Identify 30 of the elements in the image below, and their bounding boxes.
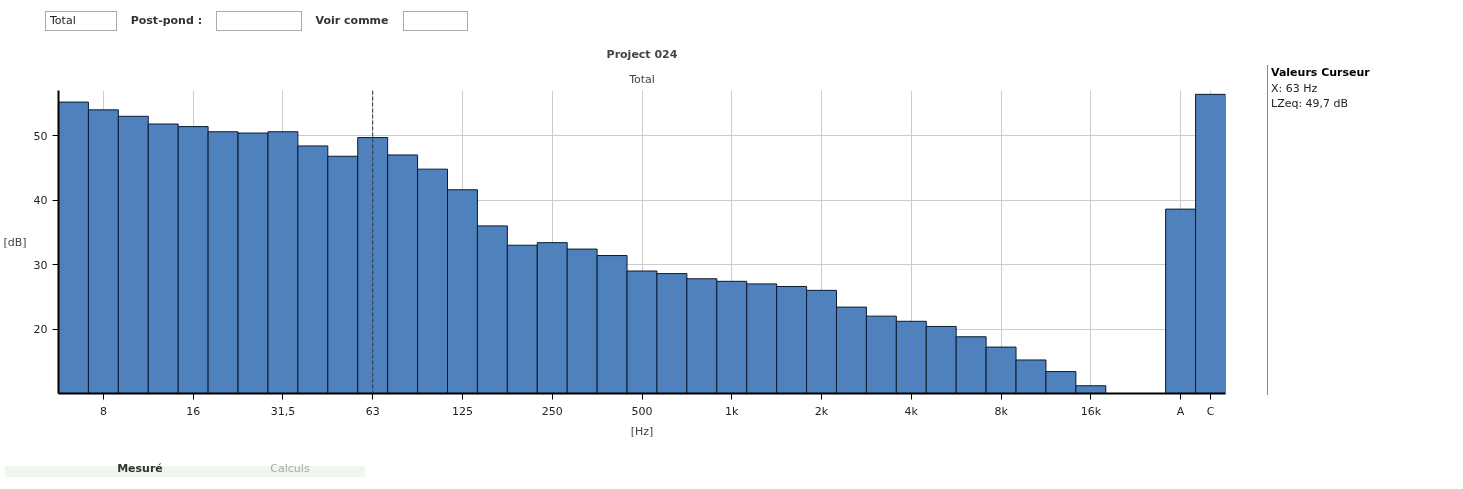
x-tick-label: 500 (631, 404, 653, 418)
text: Total (45, 11, 117, 31)
text: Voir comme (315, 13, 389, 29)
y-tick-label: 20 (33, 323, 48, 337)
x-tick-label: C (1206, 404, 1215, 418)
x-tick-label: 16 (186, 404, 201, 418)
chart-subtitle: Total (628, 72, 655, 86)
x-tick-label: 125 (451, 404, 473, 418)
x-tick-label: 2k (814, 404, 829, 418)
chart-title: Project 024 (606, 47, 678, 61)
y-tick-label: 50 (33, 129, 48, 143)
text: Post-pond : (130, 13, 203, 29)
text: Valeurs Curseur (1271, 66, 1370, 79)
x-tick-label: 250 (541, 404, 563, 418)
y-tick-label: 40 (33, 194, 48, 208)
x-tick-label: 4k (904, 404, 919, 418)
x-tick-label: 8 (99, 404, 107, 418)
x-tick-label: A (1176, 404, 1185, 418)
x-tick-label: 63 (365, 404, 380, 418)
text: LZeq: 49,7 dB (1271, 97, 1349, 111)
text: Mesuré (116, 461, 164, 477)
x-tick-label: 16k (1080, 404, 1102, 418)
x-tick-label: 31,5 (270, 404, 296, 418)
text: Calculs (269, 461, 311, 477)
x-axis-title: [Hz] (630, 424, 654, 438)
text: X: 63 Hz (1271, 81, 1318, 95)
x-tick-label: 8k (994, 404, 1009, 418)
y-axis-title: [dB] (3, 235, 27, 249)
x-tick-label: 1k (725, 404, 740, 418)
y-tick-label: 30 (33, 258, 48, 272)
